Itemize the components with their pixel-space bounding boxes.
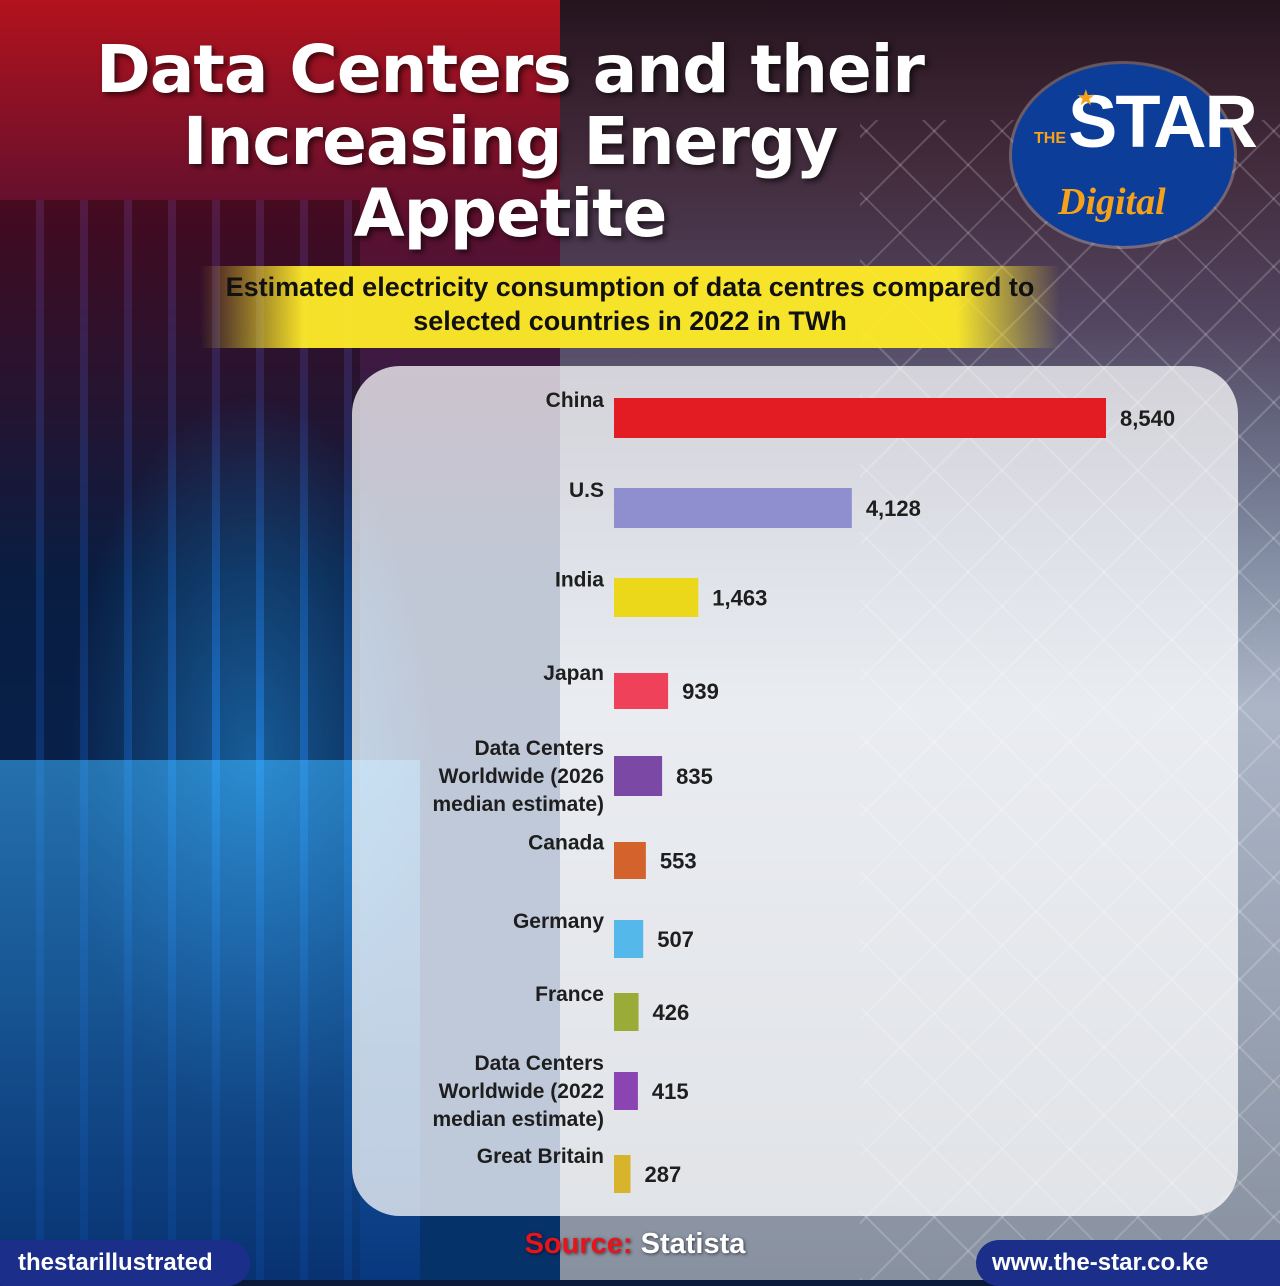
bar-value-label: 287: [645, 1162, 682, 1187]
bar-0: [614, 398, 1106, 438]
bar-3: [614, 673, 669, 709]
bar-value-label: 939: [682, 679, 719, 704]
star-icon: ★: [1076, 86, 1096, 111]
page-title: Data Centers and their Increasing Energy…: [96, 31, 925, 252]
source-credit: Source: Statista: [480, 1228, 790, 1261]
bar-value-label: 507: [657, 927, 694, 952]
category-label: China: [546, 389, 605, 412]
social-handle: thestarillustrated: [18, 1249, 213, 1276]
category-label: Japan: [543, 662, 604, 685]
category-label: Data Centers Worldwide (2026 median estima…: [432, 737, 604, 816]
bar-value-label: 1,463: [712, 586, 767, 611]
website-link[interactable]: www.the-star.co.ke: [992, 1249, 1209, 1276]
category-label: Data Centers Worldwide (2022 median estima…: [432, 1052, 604, 1131]
the-star-digital-logo: THE STAR ★ Digital: [1012, 64, 1258, 246]
bar-2: [614, 578, 699, 617]
bar-value-label: 8,540: [1120, 406, 1175, 431]
logo-the-text: THE: [1034, 130, 1066, 147]
website-badge[interactable]: www.the-star.co.ke: [976, 1240, 1280, 1286]
bar-8: [614, 1072, 638, 1110]
category-label: Great Britain: [477, 1145, 604, 1168]
logo-digital-text: Digital: [1058, 181, 1166, 223]
bar-value-label: 4,128: [866, 496, 921, 521]
bar-5: [614, 842, 646, 879]
category-label: Canada: [528, 832, 604, 855]
bar-value-label: 835: [676, 764, 713, 789]
social-handle-badge: thestarillustrated: [0, 1240, 250, 1286]
bar-7: [614, 993, 639, 1031]
category-label: France: [535, 983, 604, 1006]
bar-value-label: 415: [652, 1079, 689, 1104]
category-label: India: [555, 569, 604, 592]
category-label: U.S: [569, 479, 604, 502]
bar-6: [614, 920, 644, 958]
subtitle-highlight: [200, 266, 1060, 348]
bar-value-label: 426: [653, 1000, 690, 1025]
bar-1: [614, 488, 852, 528]
logo-star-text: STAR: [1068, 80, 1258, 163]
background-corridor-floor: [0, 760, 420, 1280]
source-value: Statista: [640, 1228, 746, 1260]
bar-9: [614, 1155, 631, 1193]
bar-4: [614, 756, 663, 796]
source-label: Source:: [524, 1228, 633, 1260]
bar-value-label: 553: [660, 849, 697, 874]
category-label: Germany: [513, 910, 604, 933]
chart-title: Estimated electricity consumption of dat…: [225, 272, 1035, 336]
